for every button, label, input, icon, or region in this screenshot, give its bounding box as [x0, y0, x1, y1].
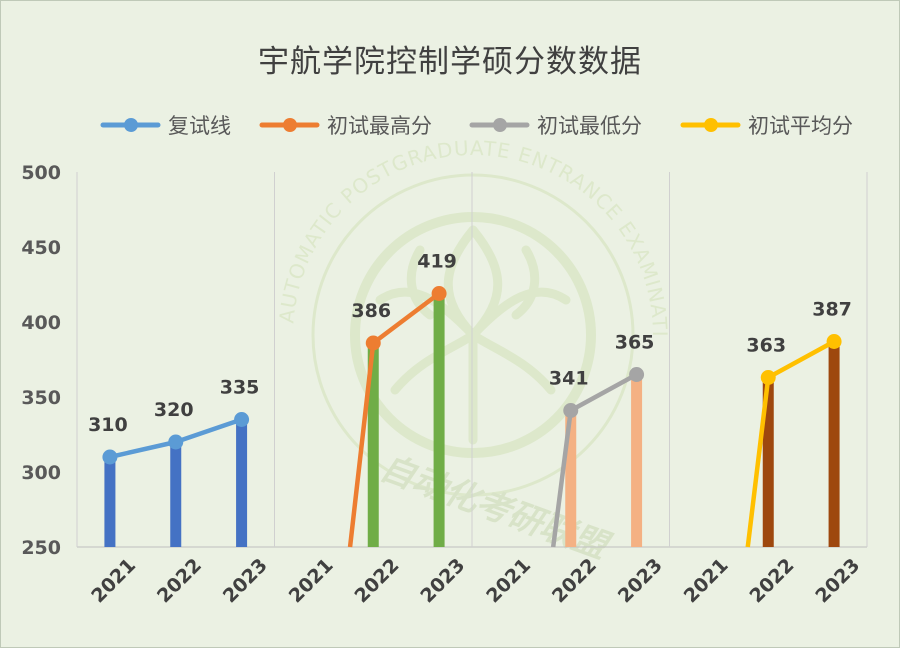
bar — [631, 374, 643, 547]
x-tick-label: 2023 — [219, 554, 272, 607]
x-tick-label: 2021 — [285, 554, 338, 607]
legend-label: 初试平均分 — [748, 114, 853, 138]
legend-marker — [283, 118, 297, 132]
data-label: 320 — [154, 399, 194, 421]
data-label: 365 — [615, 332, 655, 354]
y-tick-label: 400 — [21, 312, 61, 334]
y-tick-label: 250 — [21, 537, 61, 559]
series-line — [745, 339, 836, 548]
data-point — [365, 335, 381, 351]
bar — [762, 377, 774, 547]
legend-label: 复试线 — [168, 114, 231, 138]
data-label: 335 — [220, 377, 260, 399]
data-label: 419 — [417, 251, 457, 273]
x-tick-label: 2021 — [87, 554, 140, 607]
bar — [170, 442, 182, 547]
x-tick-label: 2022 — [746, 554, 799, 607]
legend-marker — [124, 118, 138, 132]
y-tick-label: 450 — [21, 237, 61, 259]
legend-label: 初试最低分 — [537, 114, 642, 138]
legend-label: 初试最高分 — [327, 114, 432, 138]
data-point — [431, 286, 447, 301]
chart-title: 宇航学院控制学硕分数数据 — [258, 44, 642, 80]
bar — [433, 293, 445, 547]
y-tick-label: 350 — [21, 387, 61, 409]
y-tick-label: 500 — [21, 162, 61, 184]
data-label: 341 — [549, 368, 589, 390]
x-tick-label: 2023 — [614, 554, 667, 607]
legend: 复试线 初试最高分 初试最低分 初试平均分 — [100, 114, 853, 138]
data-point — [168, 434, 184, 450]
watermark-bottom-text: 自动化考研联盟 — [375, 448, 617, 569]
x-tick-label: 2022 — [351, 554, 404, 607]
data-point — [234, 412, 250, 427]
x-tick-label: 2021 — [482, 554, 535, 607]
x-tick-label: 2022 — [153, 554, 206, 607]
data-label: 363 — [746, 335, 786, 357]
data-label: 387 — [812, 299, 852, 321]
bar — [236, 419, 248, 547]
bar — [565, 410, 577, 547]
y-tick-label: 300 — [21, 462, 61, 484]
watermark-arc-text: AUTOMATIC POSTGRADUATE ENTRANCE EXAMINAT… — [0, 0, 671, 338]
data-point — [826, 334, 842, 349]
chart-marks: 310 320 335 386 419 341 365 363 387 — [88, 251, 852, 548]
data-point — [760, 370, 776, 385]
legend-marker — [493, 118, 507, 132]
x-tick-label: 2021 — [680, 554, 733, 607]
data-point — [563, 403, 579, 418]
x-tick-label: 2022 — [548, 554, 601, 607]
data-label: 386 — [351, 300, 391, 322]
data-point — [629, 367, 645, 382]
data-point — [102, 449, 118, 465]
bar — [828, 341, 840, 547]
x-tick-label: 2023 — [416, 554, 469, 607]
svg-text:AUTOMATIC POSTGRADUATE ENTRANC: AUTOMATIC POSTGRADUATE ENTRANCE EXAMINAT… — [0, 0, 672, 338]
legend-marker — [704, 118, 718, 132]
x-tick-label: 2023 — [811, 554, 864, 607]
bar — [367, 343, 379, 547]
bar — [104, 457, 116, 547]
plot-area — [76, 172, 868, 548]
data-label: 310 — [88, 414, 128, 436]
